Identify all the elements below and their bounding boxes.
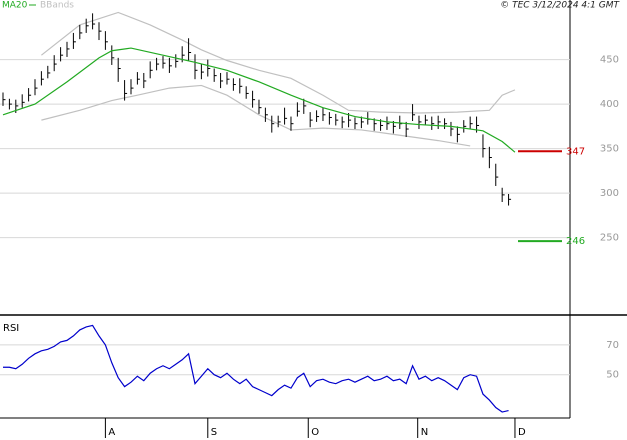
level-label: 246 (566, 236, 585, 247)
x-tick-label: A (108, 427, 115, 438)
x-tick-label: O (311, 427, 319, 438)
y-tick-label: 350 (600, 144, 619, 155)
legend-label: BBands (40, 1, 74, 11)
x-tick-label: N (421, 427, 428, 438)
y-tick-label: 70 (606, 340, 619, 351)
y-tick-label: 400 (600, 99, 619, 110)
rsi-line (3, 324, 509, 413)
y-tick-label: 250 (600, 233, 619, 244)
rsi-title: RSI (3, 323, 19, 334)
ma-line (2, 47, 516, 153)
bband-lower (41, 84, 471, 147)
x-tick-label: S (211, 427, 217, 438)
y-tick-label: 50 (606, 370, 619, 381)
y-tick-label: 450 (600, 55, 619, 66)
bband-upper (41, 11, 516, 114)
y-tick-label: 300 (600, 188, 619, 199)
legend-label: MA20 (2, 1, 28, 11)
level-label: 347 (566, 146, 585, 157)
credit: © TEC 3/12/2024 4:1 GMT (500, 1, 620, 11)
x-tick-label: D (518, 427, 526, 438)
